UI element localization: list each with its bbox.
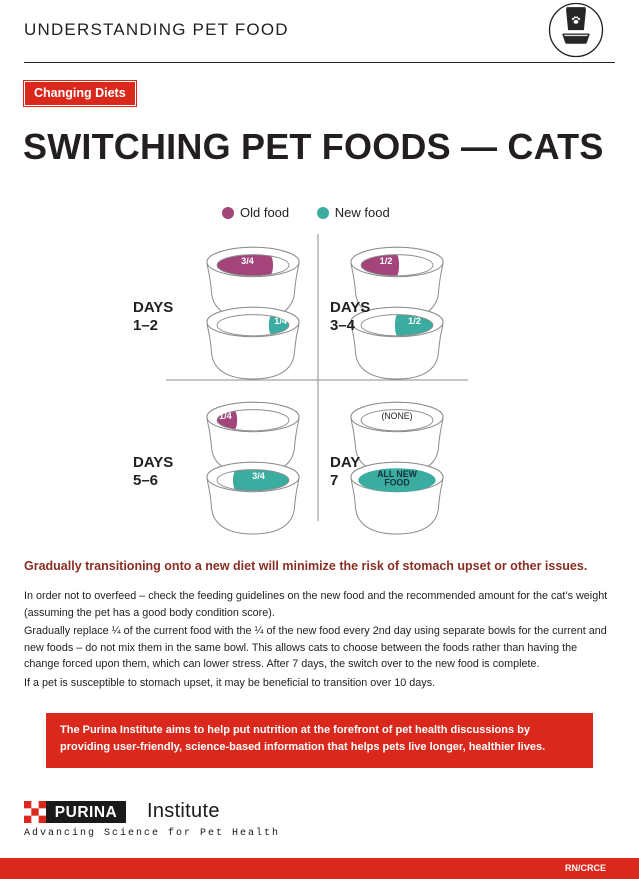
svg-text:FOOD: FOOD [384, 478, 409, 488]
svg-text:1/4: 1/4 [219, 411, 233, 421]
svg-text:1/2: 1/2 [408, 316, 421, 326]
svg-text:(NONE): (NONE) [381, 411, 412, 421]
svg-text:PURINA: PURINA [55, 804, 117, 821]
svg-text:1/4: 1/4 [274, 316, 288, 326]
svg-text:3/4: 3/4 [252, 471, 266, 481]
svg-text:1/2: 1/2 [380, 256, 393, 266]
svg-text:3/4: 3/4 [241, 256, 255, 266]
